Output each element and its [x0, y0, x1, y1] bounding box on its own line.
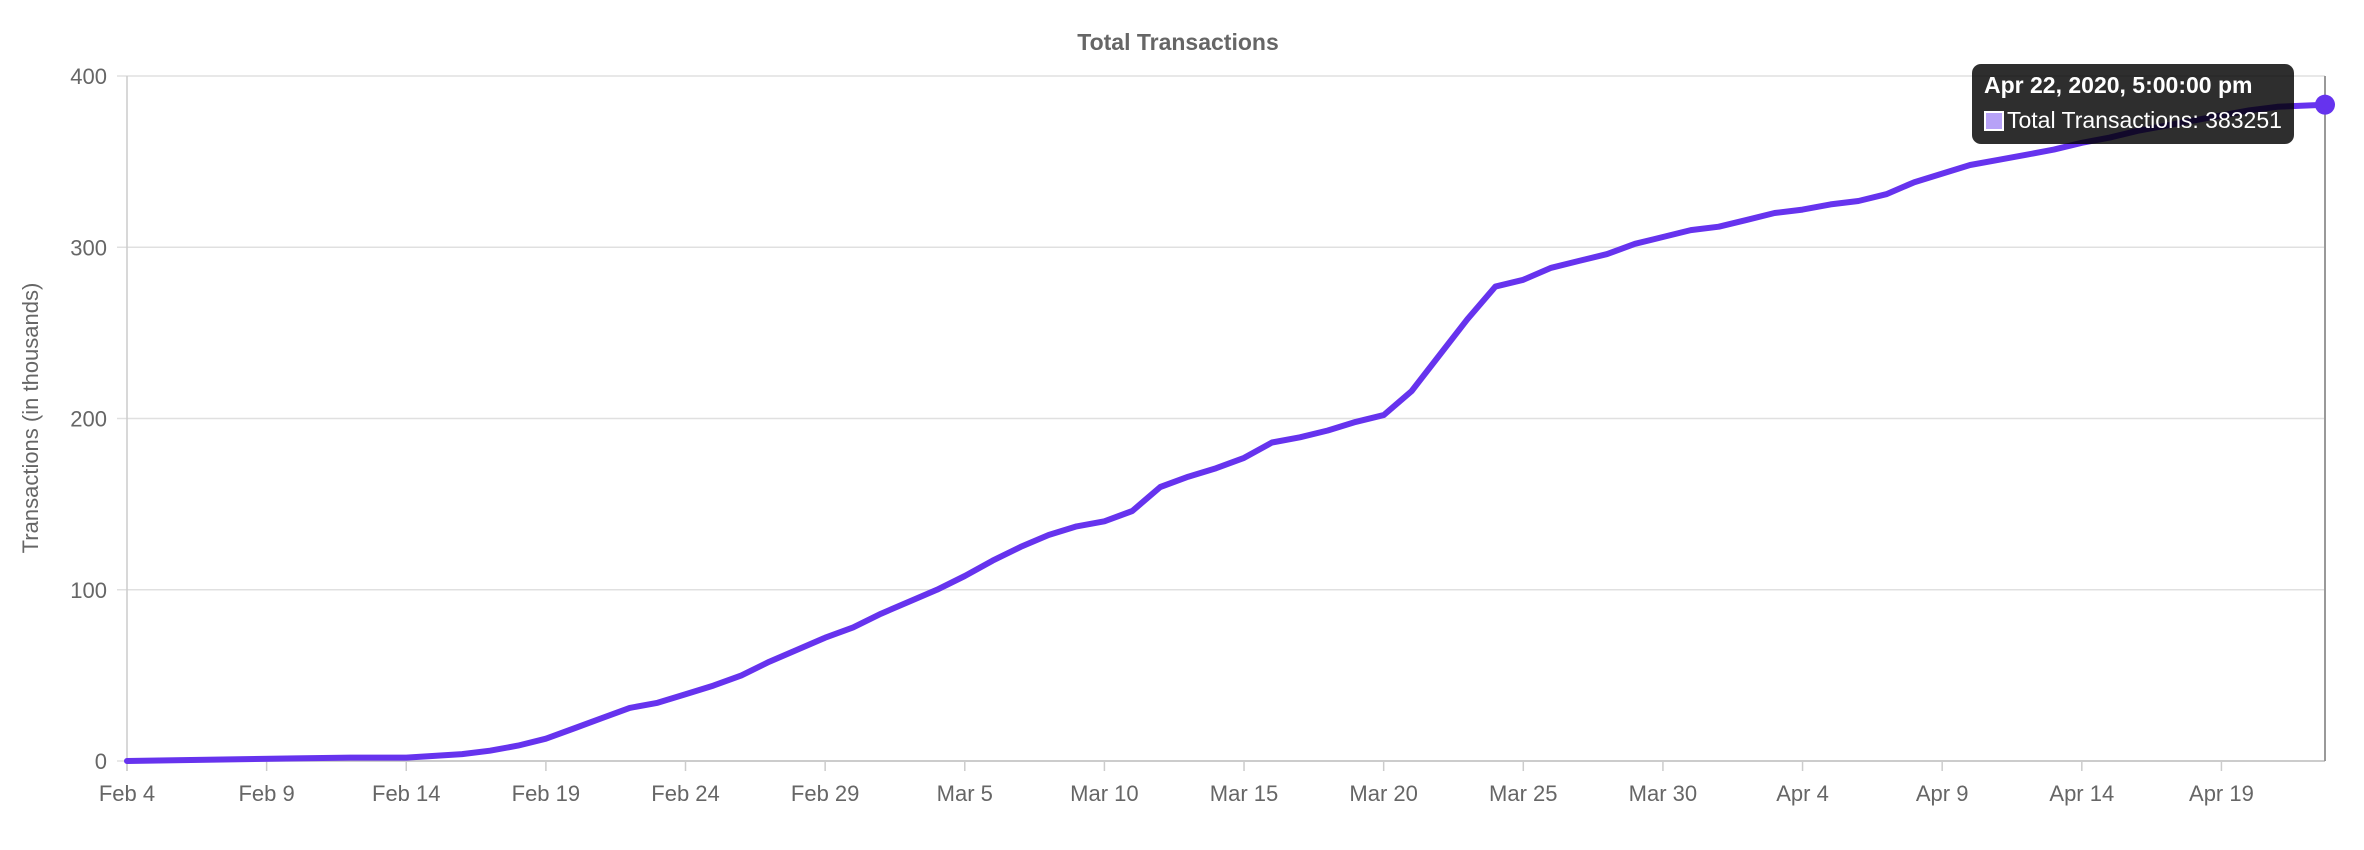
tooltip-label: Total Transactions: 383251 — [2007, 107, 2282, 133]
y-tick-label: 200 — [70, 407, 107, 432]
x-tick-label: Mar 20 — [1349, 781, 1417, 806]
y-tick-label: 300 — [70, 235, 107, 260]
grid-lines — [117, 75, 2325, 771]
x-tick-label: Feb 24 — [651, 781, 720, 806]
y-tick-label: 0 — [95, 749, 107, 774]
x-tick-label: Mar 15 — [1210, 781, 1278, 806]
x-tick-label: Apr 4 — [1776, 781, 1829, 806]
x-tick-label: Mar 30 — [1629, 781, 1697, 806]
x-axis-ticks: Feb 4 Feb 9 Feb 14 Feb 19 Feb 24 Feb 29 Mar 5 M… — [99, 761, 2254, 806]
x-tick-label: Apr 14 — [2049, 781, 2114, 806]
x-tick-label: Feb 19 — [512, 781, 581, 806]
data-tooltip: Apr 22, 2020, 5:00:00 pm Total Transacti… — [1972, 64, 2294, 144]
tooltip-title: Apr 22, 2020, 5:00:00 pm — [1984, 72, 2253, 98]
chart-title: Total Transactions — [1077, 29, 1279, 55]
tooltip-row: Total Transactions: 383251 — [1984, 107, 2282, 134]
y-tick-label: 100 — [70, 578, 107, 603]
x-tick-label: Mar 25 — [1489, 781, 1557, 806]
y-axis-label: Transactions (in thousands) — [18, 283, 43, 554]
x-tick-label: Mar 5 — [937, 781, 993, 806]
data-points — [2315, 94, 2335, 115]
x-tick-label: Apr 9 — [1916, 781, 1969, 806]
x-tick-label: Mar 10 — [1070, 781, 1138, 806]
x-tick-label: Feb 14 — [372, 781, 441, 806]
tooltip-color-swatch — [1984, 110, 2004, 131]
x-tick-label: Feb 29 — [791, 781, 860, 806]
x-tick-label: Feb 4 — [99, 781, 155, 806]
hovered-data-point[interactable] — [2315, 94, 2335, 115]
y-tick-label: 400 — [70, 64, 107, 89]
x-tick-label: Feb 9 — [238, 781, 294, 806]
x-tick-label: Apr 19 — [2189, 781, 2254, 806]
series-line-total-transactions[interactable] — [124, 101, 2328, 764]
y-axis-ticks: 0 100 200 300 400 — [70, 64, 107, 774]
